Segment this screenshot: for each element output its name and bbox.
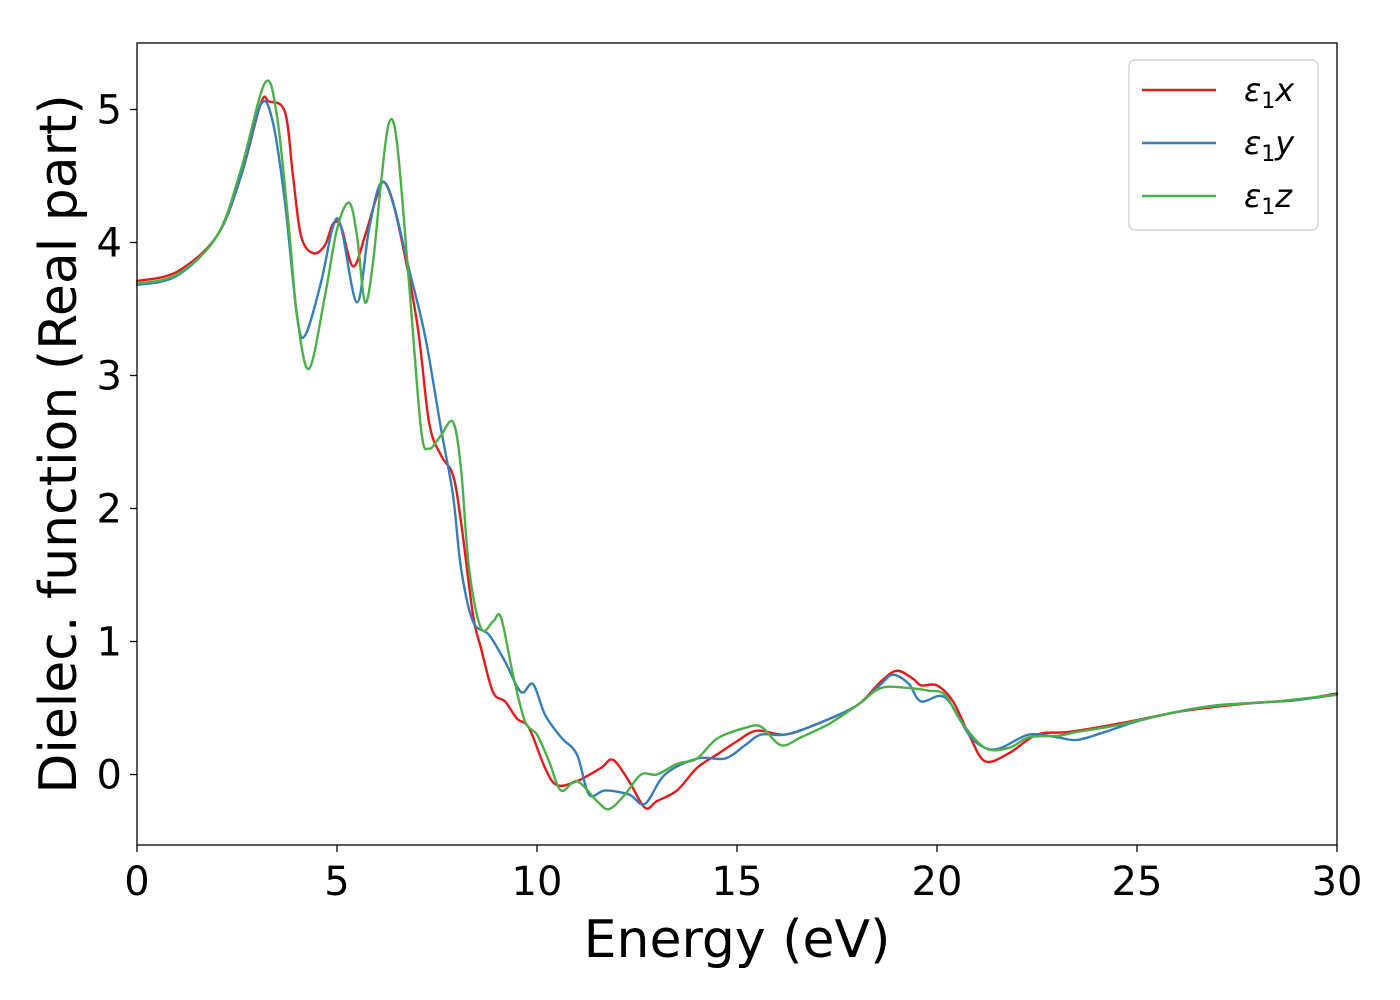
y-tick-label: 1 xyxy=(97,620,122,666)
x-tick-label: 5 xyxy=(324,859,349,905)
x-tick-label: 15 xyxy=(712,859,763,905)
legend-label-1: ε1x xyxy=(1244,71,1295,114)
y-tick-label: 0 xyxy=(97,753,122,799)
y-tick-label: 3 xyxy=(97,354,122,400)
series-line-2 xyxy=(135,99,1339,806)
legend: ε1x ε1y ε1z xyxy=(1128,59,1319,231)
y-axis-label: Dielec. function (Real part) xyxy=(29,94,89,793)
legend-label-2: ε1y xyxy=(1244,124,1295,167)
y-tick-label: 2 xyxy=(97,487,122,533)
x-tick-label: 20 xyxy=(912,859,963,905)
x-axis-label: Energy (eV) xyxy=(584,910,891,970)
y-tick-label: 4 xyxy=(97,221,122,267)
x-axis-ticks: 0 5 10 15 20 25 30 xyxy=(124,845,1362,905)
y-tick-label: 5 xyxy=(97,88,122,134)
y-axis-ticks: 0 1 2 3 4 5 xyxy=(97,88,137,799)
x-tick-label: 30 xyxy=(1312,859,1363,905)
x-tick-label: 10 xyxy=(512,859,563,905)
x-tick-label: 0 xyxy=(124,859,149,905)
series-line-3 xyxy=(135,79,1339,811)
x-tick-label: 25 xyxy=(1112,859,1163,905)
legend-box xyxy=(1128,59,1319,231)
legend-label-3: ε1z xyxy=(1244,177,1293,220)
series-lines xyxy=(135,79,1339,811)
